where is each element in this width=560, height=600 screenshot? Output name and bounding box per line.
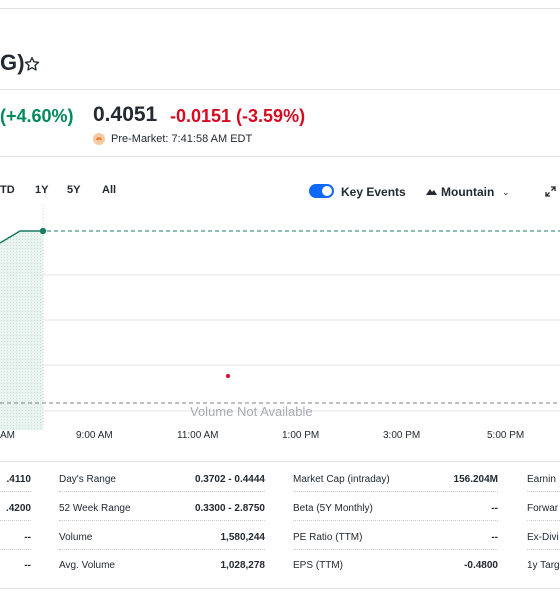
star-outline-icon[interactable] <box>23 55 41 73</box>
x-tick: 11:00 AM <box>177 430 219 441</box>
range-tab-all[interactable]: All <box>102 184 117 196</box>
stats-divider <box>0 461 560 462</box>
expand-icon[interactable] <box>545 186 556 197</box>
row-divider <box>0 520 31 521</box>
row-divider <box>293 520 498 521</box>
price-chart[interactable] <box>0 205 560 430</box>
row-divider <box>0 549 31 550</box>
x-tick: 1:00 PM <box>282 430 320 441</box>
stat-label: Forwar <box>527 503 559 514</box>
stat-value: .4110 <box>6 474 31 485</box>
row-divider <box>293 491 498 492</box>
premarket-label: Pre-Market: 7:41:58 AM EDT <box>111 133 253 145</box>
stat-value: 0.3702 - 0.4444 <box>194 474 265 485</box>
mountain-icon[interactable] <box>426 187 437 195</box>
price-line <box>0 230 43 244</box>
price-area <box>0 231 43 430</box>
stat-value: .4200 <box>5 503 31 514</box>
stat-label: Avg. Volume <box>59 560 115 571</box>
row-divider <box>0 491 31 492</box>
stat-label: Volume <box>59 532 93 543</box>
stat-label: Day's Range <box>59 474 116 485</box>
stat-value: 1,580,244 <box>220 532 266 543</box>
stat-label: Ex-Divi <box>527 532 559 543</box>
stat-value: -- <box>24 532 31 543</box>
range-tab-ytd[interactable]: TD <box>0 184 15 196</box>
stat-label: Earnin <box>527 474 556 485</box>
chart-type-select[interactable]: Mountain <box>441 185 495 199</box>
row-divider <box>59 520 265 521</box>
premarket-status: Pre-Market: 7:41:58 AM EDT <box>93 133 252 145</box>
x-tick: 9:00 AM <box>76 430 113 441</box>
volume-unavailable: Volume Not Available <box>190 404 313 419</box>
stat-value: 0.3300 - 2.8750 <box>194 503 265 514</box>
key-events-label[interactable]: Key Events <box>341 185 406 199</box>
stat-value: -- <box>24 560 31 571</box>
row-divider <box>527 520 560 521</box>
last-price-dot[interactable] <box>39 227 47 235</box>
key-event-dot[interactable] <box>226 374 230 378</box>
bottom-divider <box>0 588 560 589</box>
regular-change-percent: (+4.60%) <box>0 106 74 126</box>
x-tick: AM <box>0 430 15 441</box>
range-tab-5y[interactable]: 5Y <box>67 184 81 196</box>
stat-value: 156.204M <box>453 474 498 485</box>
row-divider <box>293 549 498 550</box>
stat-value: -0.4800 <box>464 560 498 571</box>
title-divider <box>0 89 560 90</box>
quote-title: G) <box>0 50 25 75</box>
chevron-down-icon[interactable]: ⌄ <box>502 187 510 197</box>
x-tick: 5:00 PM <box>487 430 525 441</box>
range-tab-1y[interactable]: 1Y <box>35 184 49 196</box>
key-events-toggle[interactable] <box>309 184 334 198</box>
top-divider <box>0 8 560 9</box>
stat-label: Market Cap (intraday) <box>293 474 390 485</box>
x-tick: 3:00 PM <box>383 430 421 441</box>
premarket-change: -0.0151 (-3.59%) <box>170 106 306 126</box>
stat-value: -- <box>491 503 498 514</box>
premarket-price: 0.4051 <box>93 103 158 126</box>
stat-value: -- <box>491 532 498 543</box>
stat-label: Beta (5Y Monthly) <box>293 503 373 514</box>
row-divider <box>527 491 560 492</box>
row-divider <box>59 491 265 492</box>
stat-value: 1,028,278 <box>220 560 266 571</box>
sunrise-icon <box>93 133 105 145</box>
stat-label: EPS (TTM) <box>293 560 343 571</box>
stat-label: PE Ratio (TTM) <box>293 532 363 543</box>
stat-label: 52 Week Range <box>59 503 131 514</box>
quote-divider <box>0 156 560 157</box>
row-divider <box>527 549 560 550</box>
stat-label: 1y Targ <box>527 560 560 571</box>
row-divider <box>59 549 265 550</box>
